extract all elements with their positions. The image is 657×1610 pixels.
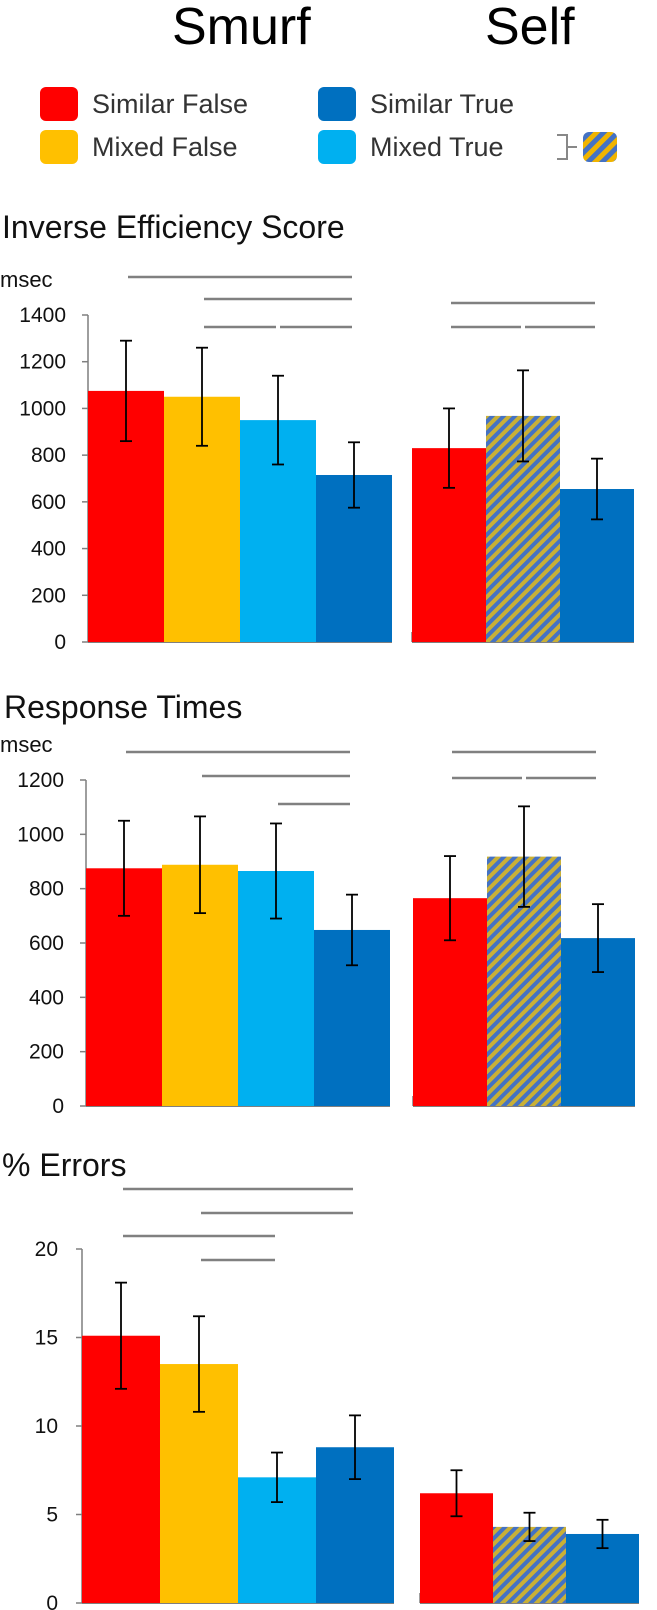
hatched-swatch-icon (583, 132, 617, 162)
legend-similar-true: Similar True (318, 87, 514, 121)
self-column-title: Self (485, 0, 575, 56)
y-tick-label: 0 (52, 1095, 64, 1118)
y-tick-label: 1200 (19, 351, 66, 374)
y-tick-label: 10 (35, 1415, 58, 1438)
y-tick-label: 400 (31, 538, 66, 561)
mixed-true-swatch (318, 130, 356, 164)
y-axis-label: msec (0, 267, 53, 292)
y-axis-label: msec (0, 732, 53, 757)
y-tick-label: 5 (46, 1504, 58, 1527)
y-tick-label: 800 (31, 444, 66, 467)
y-tick-label: 15 (35, 1327, 58, 1350)
y-tick-label: 1000 (19, 397, 66, 420)
smurf-column-title: Smurf (172, 0, 311, 56)
y-tick-label: 400 (29, 986, 64, 1009)
legend-label: Similar False (92, 88, 249, 119)
legend-label: Similar True (370, 88, 515, 119)
errors-panel-title: % Errors (2, 1147, 127, 1183)
y-tick-label: 1200 (17, 769, 64, 792)
legend-label: Mixed True (370, 131, 504, 162)
y-tick-label: 200 (31, 584, 66, 607)
y-tick-label: 1000 (17, 823, 64, 846)
legend-label: Mixed False (92, 131, 238, 162)
ies-panel-title: Inverse Efficiency Score (2, 209, 345, 245)
errors-chart: 0 5 10 15 20 (35, 1187, 639, 1610)
legend-mixed-true: Mixed True (318, 130, 504, 164)
y-tick-label: 600 (31, 491, 66, 514)
y-tick-label: 20 (35, 1238, 58, 1261)
y-tick-label: 200 (29, 1041, 64, 1064)
rt-chart: msec 0 200 400 600 800 1000 1200 (0, 732, 635, 1118)
y-tick-label: 1400 (19, 304, 66, 327)
rt-panel-title: Response Times (4, 689, 243, 725)
ies-chart: msec 0 200 400 600 800 1000 1200 1400 (0, 267, 634, 654)
mixed-false-swatch (40, 130, 78, 164)
similar-true-swatch (318, 87, 356, 121)
similar-false-swatch (40, 87, 78, 121)
y-tick-label: 0 (46, 1592, 58, 1610)
legend-similar-false: Similar False (40, 87, 248, 121)
y-tick-label: 800 (29, 878, 64, 901)
y-tick-label: 600 (29, 932, 64, 955)
y-tick-label: 0 (54, 631, 66, 654)
legend-mixed-false: Mixed False (40, 130, 238, 164)
combined-bracket-icon (557, 132, 617, 162)
